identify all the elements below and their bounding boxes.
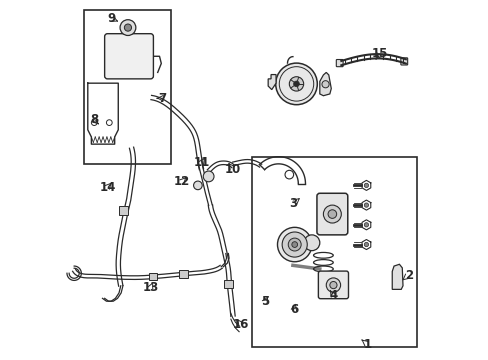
FancyBboxPatch shape (336, 59, 343, 67)
Circle shape (364, 223, 368, 227)
FancyBboxPatch shape (104, 34, 153, 79)
Circle shape (203, 171, 214, 182)
Circle shape (323, 205, 341, 223)
Circle shape (289, 77, 303, 91)
Text: 8: 8 (90, 113, 98, 126)
Circle shape (325, 278, 340, 292)
Text: 12: 12 (173, 175, 189, 188)
Circle shape (287, 238, 301, 251)
Text: 7: 7 (158, 92, 166, 105)
FancyBboxPatch shape (179, 270, 187, 278)
Text: 13: 13 (142, 281, 158, 294)
FancyBboxPatch shape (119, 206, 127, 215)
Text: 15: 15 (371, 47, 387, 60)
Circle shape (304, 235, 319, 251)
Circle shape (120, 20, 136, 36)
Polygon shape (267, 75, 276, 90)
Text: 2: 2 (404, 269, 412, 282)
Circle shape (275, 63, 317, 105)
Polygon shape (391, 264, 402, 289)
Circle shape (291, 242, 297, 247)
Text: 3: 3 (289, 197, 297, 210)
Circle shape (293, 81, 299, 87)
Text: 10: 10 (224, 163, 241, 176)
Text: 9: 9 (107, 12, 116, 25)
Text: 5: 5 (261, 295, 269, 308)
Text: 1: 1 (364, 338, 371, 351)
Circle shape (124, 24, 131, 31)
Circle shape (193, 181, 202, 190)
Bar (251, 157, 416, 347)
Circle shape (364, 183, 368, 188)
Polygon shape (319, 72, 330, 96)
Text: 6: 6 (289, 303, 298, 316)
FancyBboxPatch shape (148, 273, 157, 280)
FancyBboxPatch shape (318, 271, 348, 299)
Text: 11: 11 (193, 156, 209, 169)
Circle shape (282, 232, 306, 257)
Text: 16: 16 (232, 318, 248, 331)
Circle shape (364, 242, 368, 247)
Circle shape (321, 81, 328, 88)
Bar (83, 10, 171, 164)
Circle shape (364, 203, 368, 207)
Circle shape (327, 210, 336, 219)
Circle shape (277, 227, 311, 262)
FancyBboxPatch shape (400, 58, 407, 65)
Text: 14: 14 (99, 181, 116, 194)
Text: 4: 4 (328, 289, 337, 302)
FancyBboxPatch shape (316, 193, 347, 235)
FancyBboxPatch shape (223, 280, 233, 288)
Circle shape (329, 282, 336, 289)
